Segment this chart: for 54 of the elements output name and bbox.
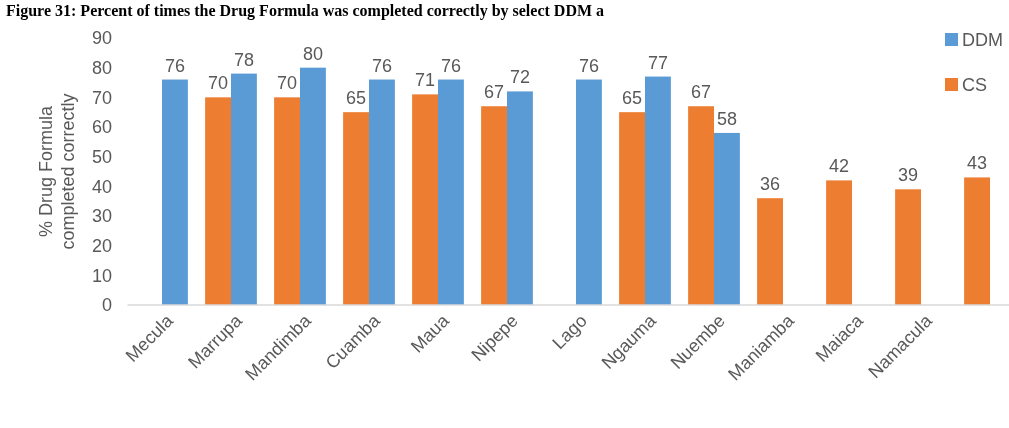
bar — [481, 106, 507, 305]
bar — [412, 94, 438, 305]
y-tick-label: 80 — [91, 57, 112, 78]
bar — [964, 177, 990, 305]
data-label: 80 — [302, 43, 323, 64]
data-label: 77 — [647, 52, 668, 73]
data-label: 65 — [622, 88, 643, 109]
bar — [162, 79, 188, 305]
bar — [274, 97, 300, 305]
bar — [645, 76, 671, 305]
bar — [714, 132, 740, 305]
bar — [300, 67, 326, 305]
bar — [343, 112, 369, 305]
y-tick-label: 40 — [91, 176, 112, 197]
data-label: 67 — [484, 82, 505, 103]
bar — [688, 106, 714, 305]
data-label: 36 — [760, 174, 781, 195]
y-tick-label: 50 — [91, 146, 112, 167]
data-label: 71 — [415, 70, 436, 91]
bar — [438, 79, 464, 305]
y-axis-title: % Drug Formula completed correctly — [36, 93, 78, 250]
data-label: 76 — [164, 55, 185, 76]
chart-title: Figure 31: Percent of times the Drug Formula was completed correctly by select DDM a — [6, 2, 605, 20]
data-label: 72 — [509, 67, 530, 88]
bar — [369, 79, 395, 305]
data-label: 70 — [208, 73, 229, 94]
bar — [757, 198, 783, 305]
data-label: 67 — [691, 82, 712, 103]
data-label: 70 — [277, 73, 298, 94]
bar — [507, 91, 533, 305]
y-tick-label: 90 — [91, 28, 112, 49]
bar — [895, 189, 921, 305]
data-label: 76 — [440, 55, 461, 76]
data-label: 76 — [578, 55, 599, 76]
y-tick-label: 70 — [91, 87, 112, 108]
bar — [231, 73, 257, 305]
bar — [619, 112, 645, 305]
bar — [576, 79, 602, 305]
bar — [826, 180, 852, 305]
y-tick-label: 30 — [91, 206, 112, 227]
y-tick-label: 60 — [91, 117, 112, 138]
data-label: 58 — [716, 108, 737, 129]
data-label: 39 — [898, 165, 919, 186]
data-label: 78 — [233, 49, 254, 70]
bar — [205, 97, 231, 305]
y-tick-label: 20 — [91, 235, 112, 256]
data-label: 43 — [967, 153, 988, 174]
data-label: 76 — [371, 55, 392, 76]
y-tick-label: 10 — [91, 265, 112, 286]
data-label: 65 — [346, 88, 367, 109]
y-tick-label: 0 — [101, 295, 112, 316]
legend-label: DDM — [962, 30, 1003, 51]
legend-label: CS — [962, 75, 988, 96]
data-label: 42 — [829, 156, 850, 177]
